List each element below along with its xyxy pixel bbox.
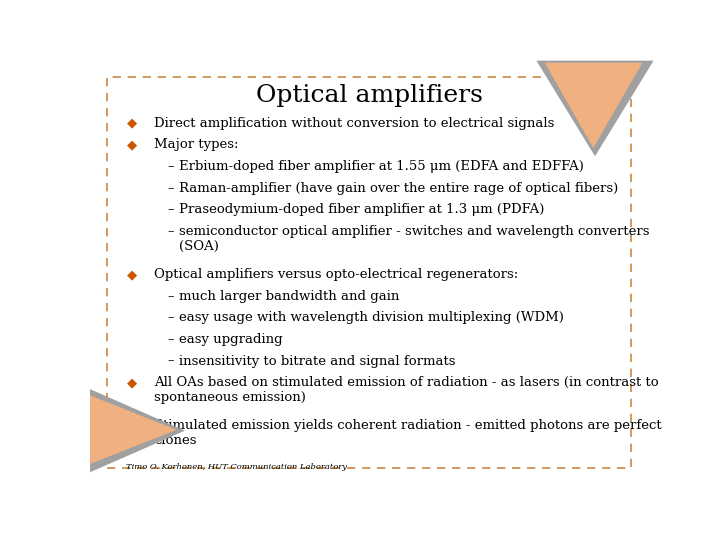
Text: ◆: ◆ — [127, 376, 137, 389]
Text: –: – — [168, 355, 174, 368]
Text: ◆: ◆ — [127, 138, 137, 151]
Text: –: – — [168, 333, 174, 346]
Text: –: – — [168, 160, 174, 173]
Text: easy upgrading: easy upgrading — [179, 333, 283, 346]
Text: Major types:: Major types: — [154, 138, 238, 151]
Polygon shape — [90, 395, 176, 464]
Text: ◆: ◆ — [127, 420, 137, 433]
Text: Optical amplifiers versus opto-electrical regenerators:: Optical amplifiers versus opto-electrica… — [154, 268, 518, 281]
Text: insensitivity to bitrate and signal formats: insensitivity to bitrate and signal form… — [179, 355, 456, 368]
Polygon shape — [545, 63, 642, 148]
Text: ◆: ◆ — [127, 117, 137, 130]
Text: All OAs based on stimulated emission of radiation - as lasers (in contrast to
sp: All OAs based on stimulated emission of … — [154, 376, 659, 404]
Polygon shape — [536, 60, 654, 156]
Text: semiconductor optical amplifier - switches and wavelength converters
(SOA): semiconductor optical amplifier - switch… — [179, 225, 649, 253]
Text: Stimulated emission yields coherent radiation - emitted photons are perfect
clon: Stimulated emission yields coherent radi… — [154, 420, 662, 448]
Text: Erbium-doped fiber amplifier at 1.55 μm (EDFA and EDFFA): Erbium-doped fiber amplifier at 1.55 μm … — [179, 160, 584, 173]
Text: –: – — [168, 225, 174, 238]
Text: –: – — [168, 312, 174, 325]
Text: much larger bandwidth and gain: much larger bandwidth and gain — [179, 290, 400, 303]
Text: –: – — [168, 203, 174, 216]
Text: Direct amplification without conversion to electrical signals: Direct amplification without conversion … — [154, 117, 554, 130]
Text: –: – — [168, 181, 174, 194]
Text: easy usage with wavelength division multiplexing (WDM): easy usage with wavelength division mult… — [179, 312, 564, 325]
Polygon shape — [90, 389, 185, 472]
Text: Optical amplifiers: Optical amplifiers — [256, 84, 482, 106]
Text: Raman-amplifier (have gain over the entire rage of optical fibers): Raman-amplifier (have gain over the enti… — [179, 181, 618, 194]
Text: ◆: ◆ — [127, 268, 137, 281]
Text: –: – — [168, 290, 174, 303]
Text: Praseodymium-doped fiber amplifier at 1.3 μm (PDFA): Praseodymium-doped fiber amplifier at 1.… — [179, 203, 544, 216]
Text: Timo O. Korhonen, HUT Communication Laboratory: Timo O. Korhonen, HUT Communication Labo… — [126, 463, 347, 471]
